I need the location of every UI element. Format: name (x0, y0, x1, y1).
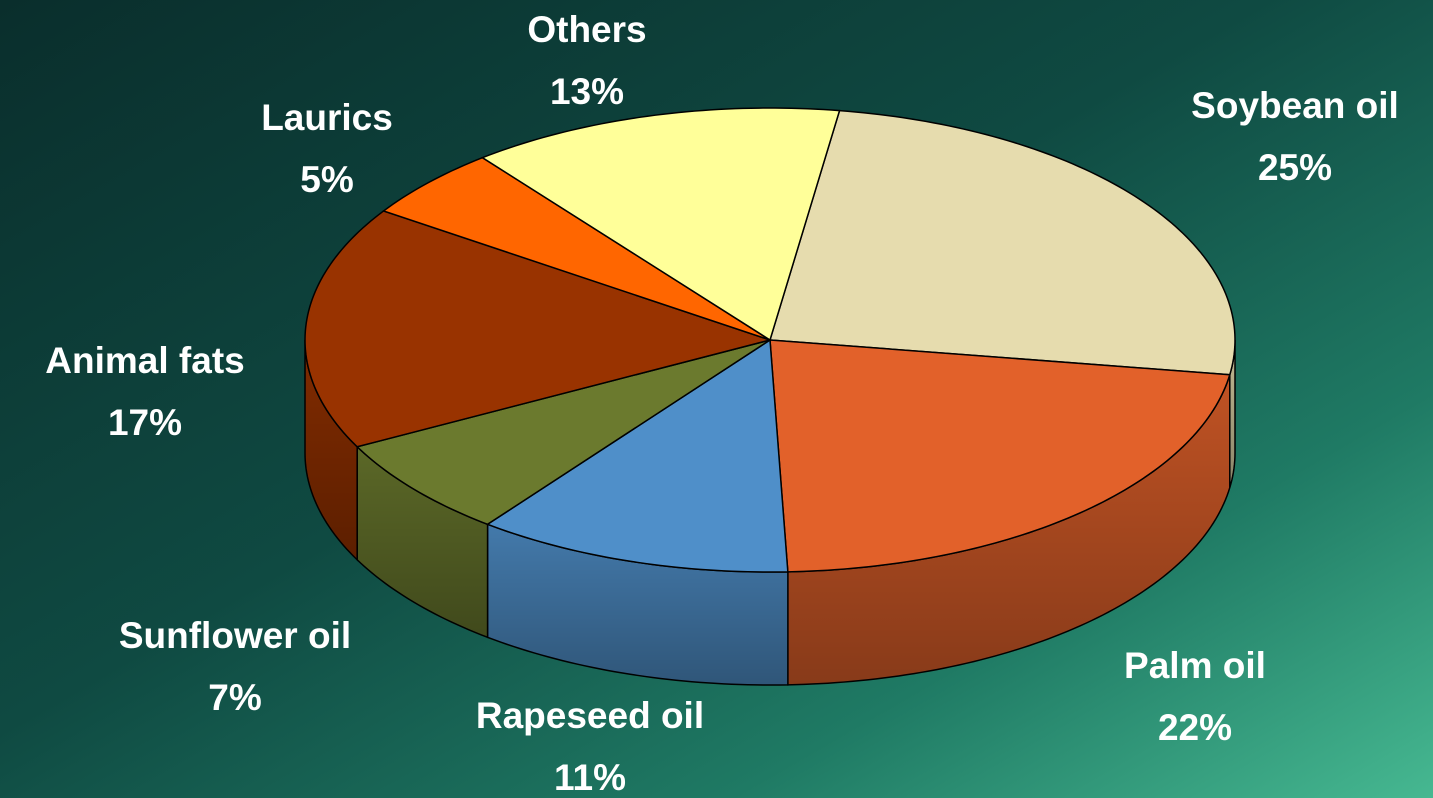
slice-value-label: 13% (550, 71, 624, 112)
slice-value-label: 17% (108, 402, 182, 443)
slice-label: Sunflower oil (119, 615, 351, 656)
slice-label: Animal fats (45, 340, 244, 381)
pie-tops (305, 108, 1235, 572)
slice-value-label: 7% (208, 677, 261, 718)
slice-value-label: 22% (1158, 707, 1232, 748)
chart: Soybean oil 25% Palm oil 22% Rapeseed oil 11%… (0, 0, 1433, 798)
slice-value-label: 11% (554, 757, 626, 798)
slice-label: Soybean oil (1191, 85, 1399, 126)
slice-label: Palm oil (1124, 645, 1266, 686)
page: Soybean oil 25% Palm oil 22% Rapeseed oil 11%… (0, 0, 1433, 798)
slice-label: Others (527, 9, 646, 50)
slice-value-label: 25% (1258, 147, 1332, 188)
slice (770, 111, 1235, 375)
slice-value-label: 5% (300, 159, 353, 200)
slice-label: Rapeseed oil (476, 695, 704, 736)
slice-label: Laurics (261, 97, 393, 138)
